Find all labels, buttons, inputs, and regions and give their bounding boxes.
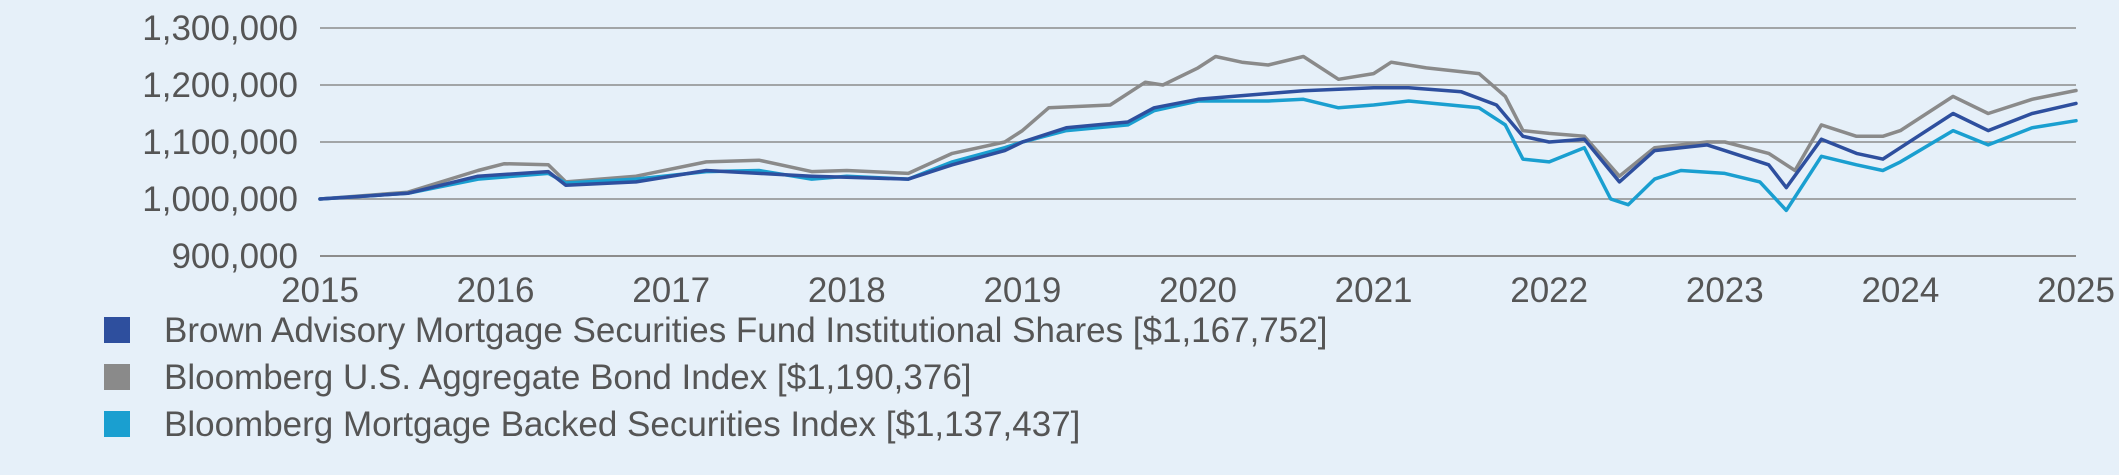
x-tick-label: 2017 — [632, 271, 710, 310]
series-line-2 — [318, 54, 2078, 201]
y-tick-label: 1,100,000 — [142, 123, 298, 162]
legend-label: Bloomberg U.S. Aggregate Bond Index [$1,… — [164, 358, 972, 397]
x-tick-label: 2022 — [1510, 271, 1588, 310]
y-tick-label: 1,300,000 — [142, 9, 298, 48]
legend-label: Bloomberg Mortgage Backed Securities Ind… — [164, 405, 1080, 444]
legend-swatch — [104, 317, 130, 343]
x-tick-label: 2019 — [983, 271, 1061, 310]
y-axis-tick-labels: 900,000 1,000,000 1,100,000 1,200,000 1,300,… — [142, 9, 298, 276]
y-tick-label: 1,200,000 — [142, 66, 298, 105]
x-tick-label: 2015 — [281, 271, 359, 310]
x-tick-label: 2023 — [1686, 271, 1764, 310]
x-axis-tick-labels: 2015 2016 2017 2018 2019 2020 2021 2022 2023 2024… — [281, 271, 2115, 310]
y-tick-label: 1,000,000 — [142, 180, 298, 219]
x-tick-label: 2025 — [2037, 271, 2115, 310]
legend-swatch — [104, 364, 130, 390]
x-tick-label: 2024 — [1861, 271, 1939, 310]
legend: Brown Advisory Mortgage Securities Fund … — [104, 311, 1327, 444]
x-tick-label: 2018 — [808, 271, 886, 310]
x-tick-label: 2020 — [1159, 271, 1237, 310]
x-tick-label: 2016 — [457, 271, 535, 310]
series-lines — [318, 54, 2078, 213]
series-line-1 — [318, 86, 2078, 201]
series-line-3 — [318, 97, 2078, 213]
y-tick-label: 900,000 — [171, 237, 298, 276]
legend-label: Brown Advisory Mortgage Securities Fund … — [164, 311, 1327, 350]
legend-swatch — [104, 411, 130, 437]
y-gridlines — [320, 27, 2076, 257]
x-tick-label: 2021 — [1335, 271, 1413, 310]
